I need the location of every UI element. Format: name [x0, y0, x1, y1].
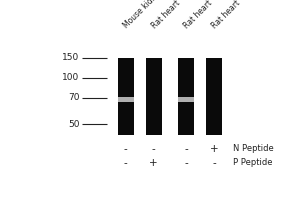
Text: 70: 70 [68, 93, 79, 102]
Bar [118, 97, 134, 102]
Text: Rat heart: Rat heart [150, 0, 181, 30]
Text: 50: 50 [68, 120, 79, 129]
Text: 100: 100 [62, 73, 79, 82]
Bar [118, 58, 134, 135]
Bar [206, 58, 222, 135]
Text: +: + [210, 144, 218, 154]
Text: P Peptide: P Peptide [233, 158, 272, 167]
Bar [178, 97, 194, 102]
Bar [178, 58, 194, 135]
Text: -: - [152, 144, 156, 154]
Text: +: + [149, 158, 158, 168]
Text: N Peptide: N Peptide [233, 144, 274, 153]
Text: -: - [184, 144, 188, 154]
Text: 150: 150 [62, 53, 79, 62]
Text: Rat heart: Rat heart [210, 0, 242, 30]
Bar [146, 58, 162, 135]
Text: Rat heart: Rat heart [182, 0, 214, 30]
Text: -: - [212, 158, 216, 168]
Text: -: - [184, 158, 188, 168]
Text: -: - [124, 144, 128, 154]
Text: Mouse kidney: Mouse kidney [122, 0, 166, 30]
Text: -: - [124, 158, 128, 168]
